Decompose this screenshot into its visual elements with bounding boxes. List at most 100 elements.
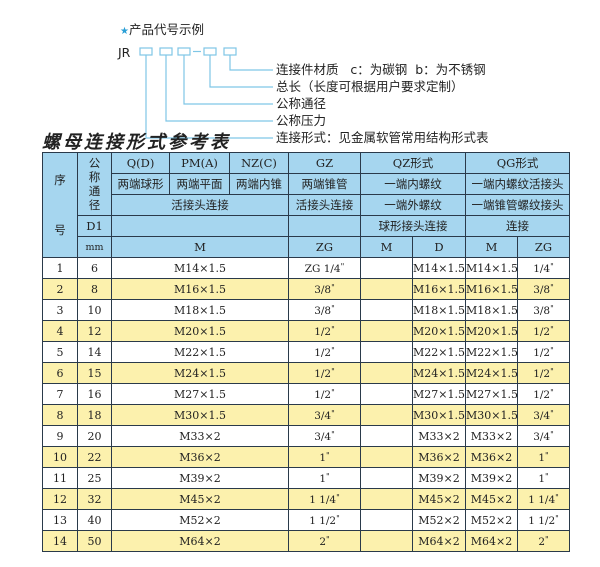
cell-qz-d: M14×1.5 bbox=[411, 257, 467, 279]
cell-nominal: 40 bbox=[77, 509, 112, 531]
cell-qz-m bbox=[360, 467, 413, 489]
inch-mark: " bbox=[331, 366, 335, 376]
cell-nominal: 18 bbox=[77, 404, 112, 426]
cell-qz-m bbox=[360, 425, 413, 447]
cell-qg-zg: 3/8" bbox=[517, 278, 571, 300]
cell-qz-d: M24×1.5 bbox=[411, 362, 467, 384]
header-seq-text: 序号 bbox=[54, 173, 66, 237]
table-row: 13 40 M52×2 1 1/2" M52×2 M52×2 1 1/2" bbox=[42, 509, 571, 531]
cell-qz-m bbox=[360, 383, 413, 405]
header-nzc: NZ(C) bbox=[229, 152, 289, 174]
code-box-2 bbox=[159, 47, 173, 56]
cell-seq: 2 bbox=[42, 278, 78, 300]
cell-seq: 12 bbox=[42, 488, 78, 510]
header-qz-desc3: 球形接头连接 bbox=[359, 215, 467, 237]
cell-m: M14×1.5 bbox=[111, 257, 289, 279]
header-qg: QG形式 bbox=[465, 152, 571, 174]
leader-line-5 bbox=[229, 55, 273, 71]
cell-seq: 4 bbox=[42, 320, 78, 342]
cell-nominal: 25 bbox=[77, 467, 112, 489]
header-qg-desc2: 一端锥管螺纹接头 bbox=[465, 194, 571, 216]
nut-connection-table: 序号 公称通径 Q(D) PM(A) NZ(C) GZ QZ形式 QG形式 两端… bbox=[42, 152, 571, 552]
header-seq: 序号 bbox=[42, 152, 78, 258]
cell-qg-zg: 3/4" bbox=[517, 404, 571, 426]
header-pma-desc: 两端平面 bbox=[169, 173, 230, 195]
cell-nominal: 50 bbox=[77, 530, 112, 552]
pipe-thread-size: 1/2 bbox=[533, 388, 551, 401]
pipe-thread-size: 1 bbox=[319, 472, 326, 485]
cell-m: M64×2 bbox=[111, 530, 289, 552]
cell-qg-zg: 1/2" bbox=[517, 362, 571, 384]
pipe-thread-size: 1/2 bbox=[533, 346, 551, 359]
pipe-thread-size: 1/2 bbox=[533, 367, 551, 380]
cell-zg: 3/8" bbox=[288, 299, 361, 321]
label-connection-type: 连接形式：见金属软管常用结构形式表 bbox=[276, 130, 489, 145]
table-row: 14 50 M64×2 2" M64×2 M64×2 2" bbox=[42, 530, 571, 552]
inch-mark: " bbox=[331, 408, 335, 418]
table-row: 7 16 M27×1.5 1/2" M27×1.5 M27×1.5 1/2" bbox=[42, 383, 571, 405]
code-box-1 bbox=[139, 47, 153, 56]
cell-m: M27×1.5 bbox=[111, 383, 289, 405]
cell-zg: 1" bbox=[288, 467, 361, 489]
pipe-thread-size: 1/2 bbox=[314, 325, 332, 338]
example-heading: ★产品代号示例 bbox=[120, 19, 204, 38]
inch-mark: " bbox=[336, 492, 340, 502]
pipe-thread-size: 3/8 bbox=[314, 283, 332, 296]
cell-m: M45×2 bbox=[111, 488, 289, 510]
pipe-thread-size: 3/4 bbox=[533, 409, 551, 422]
table-row: 1 6 M14×1.5 ZG 1/4" M14×1.5 M14×1.5 1/4" bbox=[42, 257, 571, 279]
pipe-thread-size: 1 bbox=[538, 451, 546, 464]
cell-zg: 3/4" bbox=[288, 425, 361, 447]
inch-mark: " bbox=[550, 261, 554, 271]
cell-qz-d: M45×2 bbox=[411, 488, 467, 510]
inch-mark: " bbox=[331, 345, 335, 355]
cell-seq: 1 bbox=[42, 257, 78, 279]
header-qz: QZ形式 bbox=[359, 152, 467, 174]
cell-seq: 10 bbox=[42, 446, 78, 468]
cell-zg: 3/8" bbox=[288, 278, 361, 300]
cell-m: M39×2 bbox=[111, 467, 289, 489]
inch-mark: " bbox=[326, 450, 330, 460]
cell-m: M36×2 bbox=[111, 446, 289, 468]
header-gz-union: 活接头连接 bbox=[288, 194, 361, 216]
header-empty-2 bbox=[288, 215, 361, 237]
cell-qg-zg: 1/4" bbox=[517, 257, 571, 279]
leader-line-2 bbox=[165, 55, 273, 122]
cell-nominal: 22 bbox=[77, 446, 112, 468]
header-zg: ZG bbox=[288, 236, 361, 258]
table-row: 11 25 M39×2 1" M39×2 M39×2 1" bbox=[42, 467, 571, 489]
cell-qg-m: M18×1.5 bbox=[465, 299, 519, 321]
inch-mark: " bbox=[550, 366, 554, 376]
table-row: 5 14 M22×1.5 1/2" M22×1.5 M22×1.5 1/2" bbox=[42, 341, 571, 363]
code-box-4 bbox=[203, 47, 217, 56]
inch-mark: " bbox=[331, 324, 335, 334]
cell-m: M30×1.5 bbox=[111, 404, 289, 426]
pipe-thread-size: 3/4 bbox=[314, 409, 332, 422]
cell-m: M20×1.5 bbox=[111, 320, 289, 342]
cell-qz-d: M27×1.5 bbox=[411, 383, 467, 405]
inch-mark: " bbox=[545, 534, 549, 544]
cell-qg-zg: 1 1/2" bbox=[517, 509, 571, 531]
header-qz-desc1: 一端内螺纹 bbox=[359, 173, 467, 195]
inch-mark: " bbox=[550, 282, 554, 292]
cell-m: M24×1.5 bbox=[111, 362, 289, 384]
inch-mark: " bbox=[550, 303, 554, 313]
cell-zg: 1" bbox=[288, 446, 361, 468]
pipe-thread-size: 1 bbox=[319, 451, 326, 464]
cell-qz-m bbox=[360, 341, 413, 363]
code-prefix: JR bbox=[118, 45, 131, 60]
header-qd-desc: 两端球形 bbox=[111, 173, 170, 195]
cell-qg-zg: 1" bbox=[517, 446, 571, 468]
pipe-thread-size: 3/8 bbox=[533, 304, 551, 317]
table-row: 4 12 M20×1.5 1/2" M20×1.5 M20×1.5 1/2" bbox=[42, 320, 571, 342]
cell-qz-m bbox=[360, 530, 413, 552]
cell-seq: 11 bbox=[42, 467, 78, 489]
cell-zg: 2" bbox=[288, 530, 361, 552]
pipe-thread-size: 1/2 bbox=[314, 388, 332, 401]
cell-m: M52×2 bbox=[111, 509, 289, 531]
inch-mark: " bbox=[550, 345, 554, 355]
header-nominal: 公称通径 bbox=[77, 152, 112, 216]
star-icon: ★ bbox=[120, 26, 129, 37]
inch-mark: " bbox=[331, 282, 335, 292]
table-row: 12 32 M45×2 1 1/4" M45×2 M45×2 1 1/4" bbox=[42, 488, 571, 510]
